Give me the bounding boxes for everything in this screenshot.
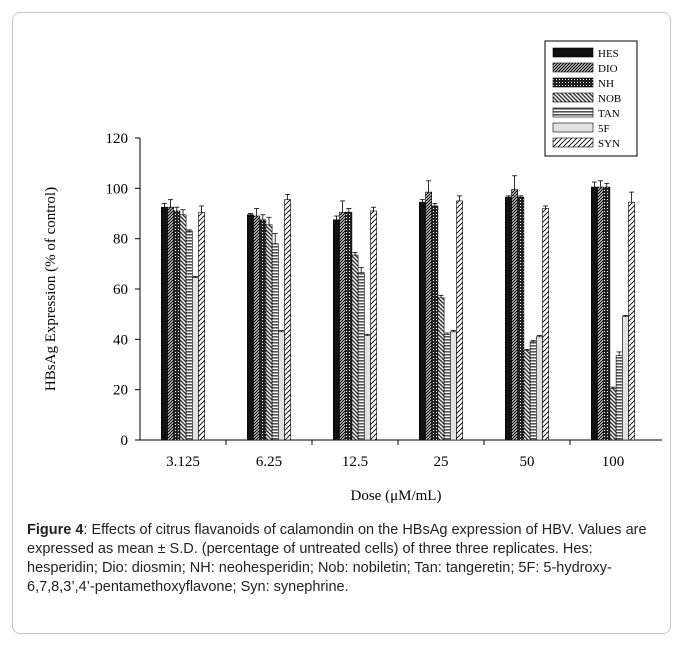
bar-hes [161,206,168,441]
y-ticks: 0 20 40 60 80 100 120 [106,131,140,449]
y-tick-label: 100 [106,181,129,197]
legend-label-nh: NH [598,78,614,90]
bar-tan [357,272,365,441]
bar-5f [449,331,457,441]
bar-hes [504,196,512,441]
y-axis-label: HBsAg Expression (% of control) [43,187,59,391]
legend-items: HES DIO NH NOB TAN 5F SYN [552,47,621,150]
legend-label-hes: HES [598,48,619,60]
bar-nob [179,214,187,441]
x-tick-label: 50 [520,454,535,470]
x-tick-label: 100 [602,454,625,470]
bar-chart: 0 20 40 60 80 100 120 3.125 6.25 12.5 25 50 100 HBs… [43,40,662,504]
legend: HES DIO NH NOB TAN 5F SYN [544,40,638,157]
caption-label: Figure 4 [27,522,84,538]
bar-nh [173,210,181,441]
bar-marks [161,175,635,441]
bar-syn [370,210,377,441]
bar-dio [597,186,604,441]
figure-caption: Figure 4: Effects of citrus flavanoids o… [27,521,662,597]
bar-nob [609,388,617,441]
bar-dio [425,191,432,441]
bar-tan [443,333,451,441]
bar-5f [192,277,199,441]
y-tick-label: 0 [121,433,129,449]
y-tick-label: 60 [113,282,128,298]
legend-swatch-nh [552,77,594,88]
bar-syn [628,201,635,441]
bar-tan [271,243,279,441]
legend-swatch-5f [552,122,594,133]
bar-hes [247,214,254,441]
legend-label-dio: DIO [598,63,618,75]
bar-syn [284,199,291,441]
bar-syn [456,200,463,441]
x-ticks: 3.125 6.25 12.5 25 50 100 [166,440,624,470]
bar-tan [615,355,623,441]
x-tick-label: 6.25 [256,454,282,470]
x-tick-label: 12.5 [342,454,368,470]
bar-tan [185,230,193,441]
legend-label-nob: NOB [598,93,621,105]
bar-5f [277,331,285,441]
x-tick-label: 3.125 [166,454,200,470]
legend-label-tan: TAN [598,108,620,120]
bar-dio [511,189,518,441]
bar-nob [523,350,531,441]
legend-swatch-tan [552,107,594,118]
bar-5f [621,316,629,441]
bar-5f [363,335,371,441]
bar-nh [603,186,611,441]
legend-label-5f: 5F [598,123,610,135]
y-tick-label: 40 [113,332,128,348]
bar-5f [535,336,543,441]
bar-hes [590,186,598,441]
bar-nh [431,205,439,441]
legend-swatch-nob [552,92,594,103]
bar-dio [339,211,346,441]
bar-syn [198,211,205,441]
bar-dio [167,206,174,441]
y-tick-label: 20 [113,383,128,399]
bar-nob [351,254,359,441]
bar-nh [517,196,525,441]
legend-label-syn: SYN [598,138,620,150]
legend-swatch-hes [552,47,594,58]
bar-hes [332,219,340,441]
bar-nh [345,211,353,441]
x-tick-label: 25 [434,454,449,470]
bar-syn [542,208,549,441]
caption-text: : Effects of citrus flavanoids of calamo… [27,522,647,595]
y-tick-label: 80 [113,232,128,248]
x-axis-label: Dose (μM/mL) [351,488,442,504]
legend-swatch-syn [552,137,594,148]
bar-hes [418,201,426,441]
bar-tan [529,341,537,441]
legend-swatch-dio [552,62,594,73]
y-tick-label: 120 [106,131,129,147]
bar-dio [253,215,260,441]
bar-nob [437,297,445,441]
bar-nh [259,219,267,441]
bar-nob [265,224,273,441]
